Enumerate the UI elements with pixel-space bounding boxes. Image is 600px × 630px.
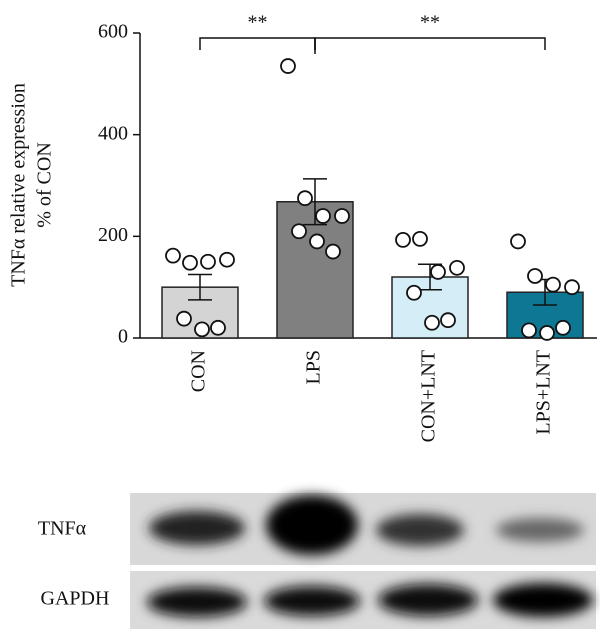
- data-point: [325, 243, 341, 260]
- y-tick-label: 400: [98, 122, 128, 144]
- data-point: [564, 279, 580, 296]
- blot-band: [496, 518, 584, 542]
- data-point: [182, 254, 198, 271]
- western-blot: TNFα GAPDH: [38, 493, 596, 629]
- blot-label: TNFα: [38, 518, 87, 540]
- data-point: [527, 268, 543, 284]
- y-tick-label: 200: [98, 224, 128, 246]
- data-point: [555, 319, 571, 336]
- error-bar: [188, 273, 212, 301]
- x-tick-label: LPS: [303, 350, 325, 384]
- blot-band: [266, 495, 358, 555]
- y-label-line: TNFα relative expression: [8, 83, 30, 287]
- y-label-line: % of CON: [34, 142, 56, 228]
- data-point: [176, 310, 192, 327]
- blot-band: [147, 587, 247, 617]
- data-point: [309, 233, 325, 250]
- significance-bracket: [199, 37, 316, 50]
- blot-band: [149, 511, 245, 545]
- data-point: [406, 284, 422, 301]
- data-point: [291, 223, 307, 240]
- data-point: [424, 314, 440, 331]
- blot-label: GAPDH: [41, 588, 110, 610]
- data-point: [539, 325, 555, 341]
- data-point: [510, 233, 526, 250]
- data-point: [449, 259, 465, 276]
- data-point: [210, 319, 226, 336]
- data-point: [200, 253, 216, 270]
- data-point: [194, 321, 210, 338]
- data-point: [430, 264, 446, 280]
- y-tick-label: 0: [118, 326, 128, 348]
- data-point: [165, 247, 181, 264]
- data-point: [521, 322, 537, 339]
- data-point: [315, 208, 331, 224]
- data-point: [297, 190, 313, 207]
- blot-band: [493, 583, 593, 617]
- data-point: [545, 276, 561, 293]
- blot-band: [376, 514, 464, 546]
- error-bar: [303, 178, 327, 226]
- blot-band: [378, 584, 478, 616]
- data-point: [334, 208, 350, 224]
- y-axis-label: TNFα relative expression % of CON: [8, 83, 56, 287]
- significance-label: **: [420, 12, 440, 34]
- data-point: [395, 231, 411, 248]
- data-point: [219, 251, 235, 268]
- x-tick-label: CON: [188, 350, 210, 392]
- x-tick-label: CON+LNT: [418, 350, 440, 442]
- y-tick-label: 600: [98, 21, 128, 43]
- data-point: [280, 58, 296, 74]
- significance-label: **: [248, 12, 268, 34]
- data-point: [440, 312, 456, 329]
- blot-band: [264, 586, 360, 616]
- data-point: [412, 230, 428, 247]
- significance-bracket: [314, 37, 546, 50]
- x-tick-label: LPS+LNT: [533, 350, 555, 435]
